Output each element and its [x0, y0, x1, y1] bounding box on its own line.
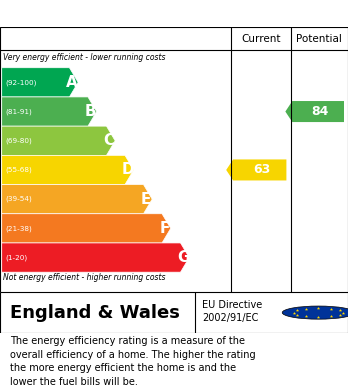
Text: (21-38): (21-38) [5, 225, 32, 231]
Polygon shape [285, 101, 344, 122]
Text: B: B [85, 104, 96, 119]
Text: A: A [66, 75, 78, 90]
Text: 84: 84 [311, 105, 329, 118]
Text: D: D [121, 162, 134, 178]
Text: Not energy efficient - higher running costs: Not energy efficient - higher running co… [3, 273, 166, 282]
Polygon shape [2, 126, 115, 155]
Text: Energy Efficiency Rating: Energy Efficiency Rating [10, 6, 220, 21]
Polygon shape [2, 155, 134, 185]
Polygon shape [226, 160, 286, 181]
Ellipse shape [282, 306, 348, 319]
Text: The energy efficiency rating is a measure of the
overall efficiency of a home. T: The energy efficiency rating is a measur… [10, 336, 256, 387]
Text: 63: 63 [253, 163, 270, 176]
Text: (39-54): (39-54) [5, 196, 32, 203]
Text: F: F [159, 221, 170, 236]
Text: (1-20): (1-20) [5, 254, 27, 261]
Text: E: E [141, 192, 151, 207]
Polygon shape [2, 185, 152, 214]
Text: EU Directive
2002/91/EC: EU Directive 2002/91/EC [202, 300, 262, 323]
Text: (92-100): (92-100) [5, 79, 37, 86]
Text: Very energy efficient - lower running costs: Very energy efficient - lower running co… [3, 53, 166, 62]
Polygon shape [2, 97, 97, 126]
Text: England & Wales: England & Wales [10, 303, 180, 322]
Polygon shape [2, 243, 189, 272]
Text: C: C [103, 133, 114, 148]
Text: G: G [177, 250, 189, 265]
Polygon shape [2, 68, 78, 97]
Text: Potential: Potential [296, 34, 342, 43]
Text: (55-68): (55-68) [5, 167, 32, 173]
Text: (69-80): (69-80) [5, 138, 32, 144]
Polygon shape [2, 214, 171, 243]
Text: (81-91): (81-91) [5, 108, 32, 115]
Text: Current: Current [241, 34, 281, 43]
